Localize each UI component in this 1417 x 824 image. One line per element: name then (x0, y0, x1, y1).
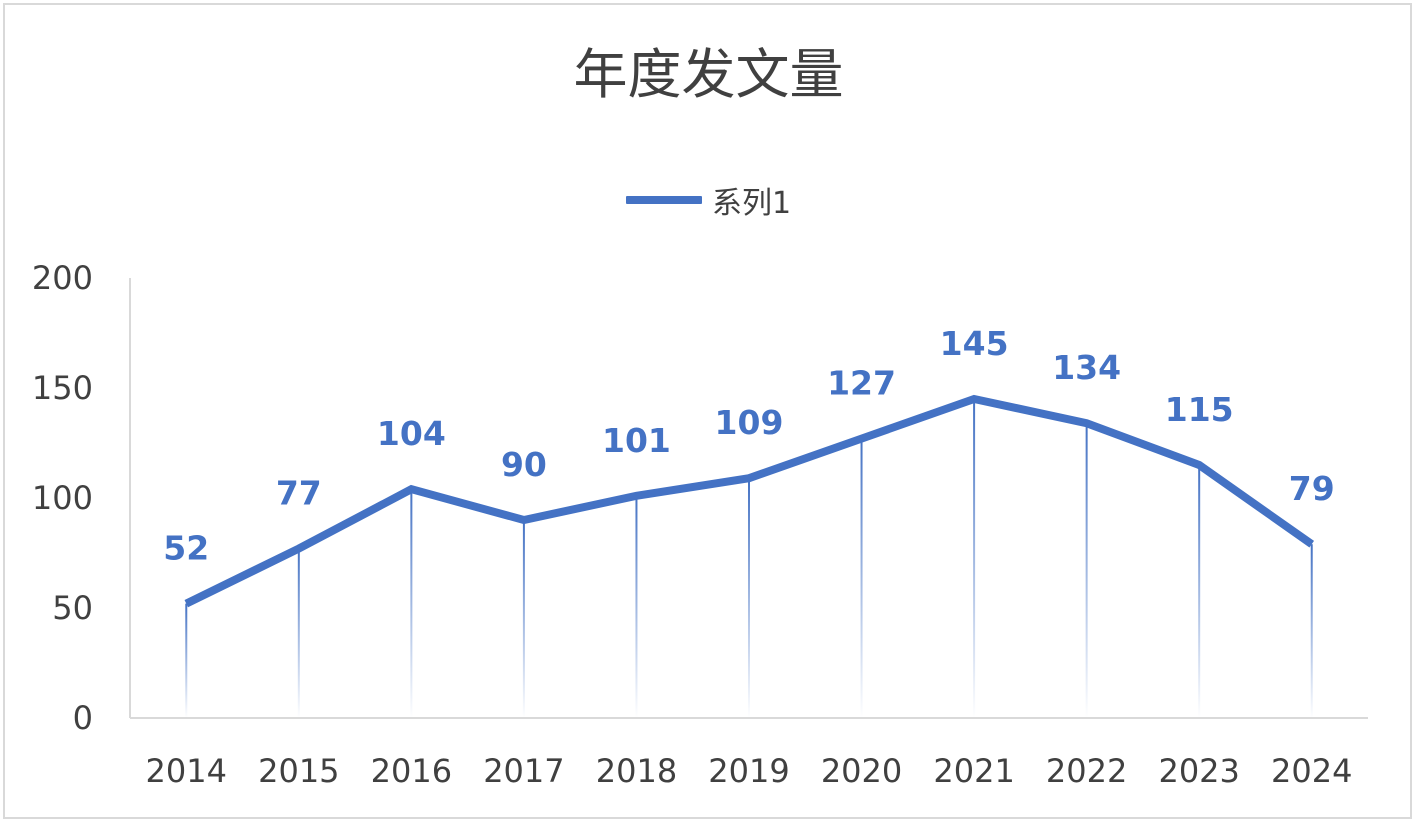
x-tick-label: 2024 (1271, 752, 1352, 790)
drop-line (185, 603, 188, 718)
x-tick-label: 2016 (371, 752, 452, 790)
data-label: 79 (1289, 469, 1335, 508)
data-label: 109 (715, 403, 784, 442)
drop-line (410, 489, 413, 718)
y-tick-label: 200 (32, 259, 93, 297)
drop-line (1085, 423, 1088, 718)
data-labels: 52 77 104 90 101 109 127 145 134 115 79 (163, 324, 1334, 568)
y-tick-label: 0 (73, 699, 93, 737)
drop-line (1310, 544, 1313, 718)
x-tick-label: 2019 (708, 752, 789, 790)
data-label: 145 (940, 324, 1009, 363)
data-label: 134 (1052, 348, 1121, 387)
x-tick-label: 2022 (1046, 752, 1127, 790)
data-label: 101 (602, 421, 671, 460)
drop-line (297, 548, 300, 718)
data-label: 52 (163, 529, 209, 568)
drop-line (1198, 465, 1201, 718)
data-label: 127 (827, 364, 896, 403)
x-tick-label: 2023 (1158, 752, 1239, 790)
legend-swatch (625, 196, 702, 204)
drop-line (635, 495, 638, 718)
data-label: 104 (377, 414, 446, 453)
legend: 系列1 (0, 178, 1417, 222)
y-tick-label: 50 (52, 589, 93, 627)
series-line-1 (184, 394, 1315, 608)
legend-label-series-1: 系列1 (711, 186, 792, 221)
y-tick-label: 150 (32, 369, 93, 407)
x-tick-label: 2018 (596, 752, 677, 790)
drop-line (522, 520, 525, 718)
y-tick-labels: 0 50 100 150 200 (32, 259, 93, 737)
drop-line (748, 478, 750, 718)
x-tick-label: 2014 (146, 752, 227, 790)
y-tick-label: 100 (32, 479, 93, 517)
data-label: 90 (501, 445, 547, 484)
chart-title: 年度发文量 (573, 43, 844, 106)
x-tick-label: 2021 (933, 752, 1014, 790)
chart-frame (3, 3, 1412, 819)
x-tick-label: 2017 (483, 752, 564, 790)
x-tick-label: 2020 (821, 752, 902, 790)
drop-lines (185, 399, 1313, 718)
data-label: 77 (276, 474, 322, 513)
drop-line (973, 399, 976, 718)
drop-line (860, 438, 863, 718)
data-label: 115 (1165, 390, 1234, 429)
x-tick-label: 2015 (258, 752, 339, 790)
x-tick-labels: 2014 2015 2016 2017 2018 2019 2020 2021 2022 2023… (146, 752, 1353, 790)
